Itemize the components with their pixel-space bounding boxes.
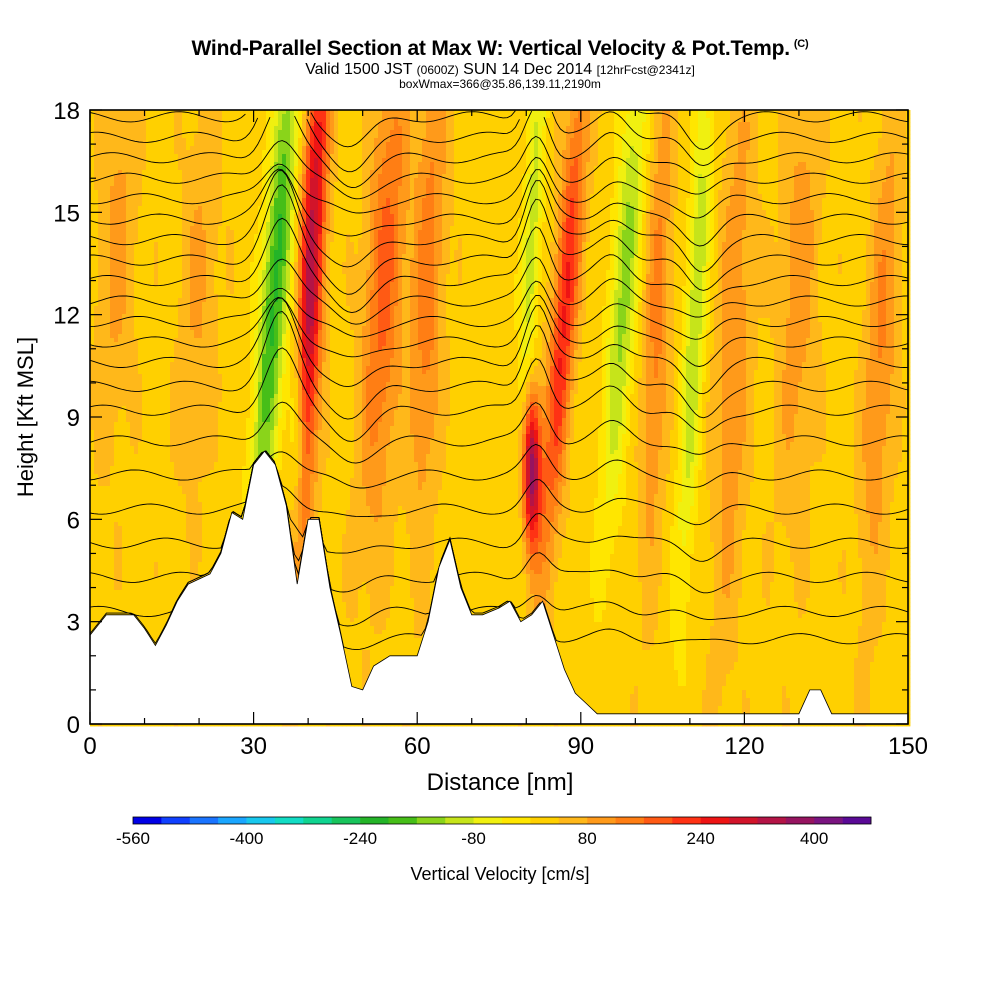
colorbar-tick-label: -80: [461, 829, 486, 848]
colorbar-tick-label: 80: [578, 829, 597, 848]
y-axis-label: Height [Kft MSL]: [13, 337, 38, 497]
colorbar-swatch: [275, 817, 304, 824]
colorbar-swatch: [502, 817, 531, 824]
x-tick-label: 150: [888, 733, 928, 760]
y-tick-label: 0: [67, 712, 80, 739]
colorbar-swatch: [672, 817, 701, 824]
colorbar-swatch: [303, 817, 332, 824]
colorbar-swatch: [445, 817, 474, 824]
colorbar-swatch: [786, 817, 815, 824]
y-tick-label: 15: [53, 200, 80, 227]
y-tick-label: 9: [67, 405, 80, 432]
y-tick-label: 18: [53, 98, 80, 125]
colorbar-swatch: [161, 817, 190, 824]
x-tick-label: 90: [567, 733, 594, 760]
x-tick-label: 120: [724, 733, 764, 760]
cross-section-chart: 0 30 60 90 120 150 0 3 6 9 12 15 18 Distance [nm] He…: [0, 0, 1000, 1000]
colorbar-swatch: [530, 817, 559, 824]
colorbar-swatch: [332, 817, 361, 824]
colorbar-swatch: [559, 817, 588, 824]
colorbar-tick-label: -240: [343, 829, 377, 848]
colorbar-swatch: [757, 817, 786, 824]
colorbar-label: Vertical Velocity [cm/s]: [410, 864, 589, 884]
colorbar-swatch: [218, 817, 247, 824]
colorbar-swatch: [474, 817, 503, 824]
colorbar-swatch: [133, 817, 162, 824]
colorbar-swatch: [814, 817, 843, 824]
colorbar-swatch: [644, 817, 673, 824]
x-tick-label: 30: [240, 733, 267, 760]
colorbar-tick-label: 240: [687, 829, 715, 848]
x-axis-label: Distance [nm]: [427, 769, 574, 796]
y-tick-label: 6: [67, 507, 80, 534]
colorbar-swatch: [247, 817, 276, 824]
y-tick-label: 12: [53, 303, 80, 330]
colorbar-tick-label: -560: [116, 829, 150, 848]
colorbar-tick-label: -400: [229, 829, 263, 848]
colorbar-swatch: [701, 817, 730, 824]
colorbar-swatch: [587, 817, 616, 824]
colorbar-swatch: [360, 817, 389, 824]
colorbar-swatch: [616, 817, 645, 824]
colorbar-swatch: [843, 817, 872, 824]
colorbar-swatch: [388, 817, 417, 824]
x-tick-label: 60: [404, 733, 431, 760]
colorbar-swatch: [729, 817, 758, 824]
x-tick-label: 0: [83, 733, 96, 760]
colorbar-tick-label: 400: [800, 829, 828, 848]
colorbar-swatch: [190, 817, 219, 824]
colorbar: -560 -400 -240 -80 80 240 400: [116, 817, 871, 848]
y-tick-label: 3: [67, 610, 80, 637]
colorbar-swatch: [417, 817, 446, 824]
